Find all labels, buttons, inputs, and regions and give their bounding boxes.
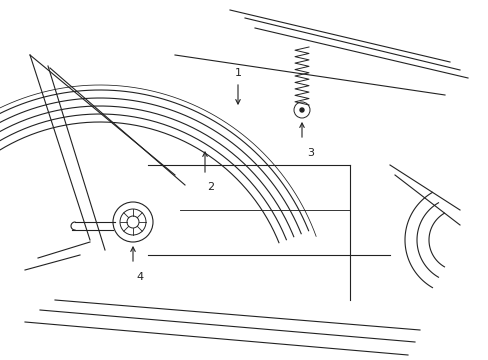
Text: 1: 1	[234, 68, 241, 78]
Text: 4: 4	[136, 272, 143, 282]
Text: 3: 3	[306, 148, 313, 158]
Text: 2: 2	[206, 182, 214, 192]
Circle shape	[299, 108, 304, 112]
